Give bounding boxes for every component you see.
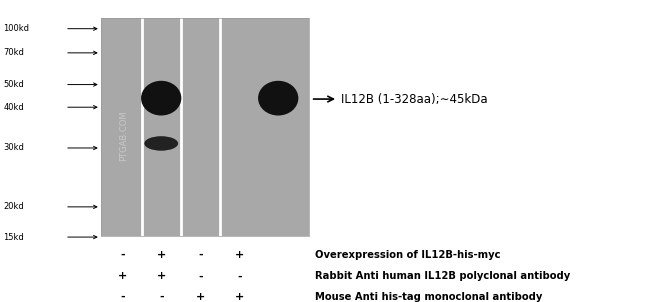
Text: -: - — [159, 291, 164, 302]
Text: -: - — [198, 271, 203, 281]
Text: Overexpression of IL12B-his-myc: Overexpression of IL12B-his-myc — [315, 250, 500, 260]
Text: 100kd: 100kd — [3, 24, 29, 33]
Text: 50kd: 50kd — [3, 80, 24, 89]
Text: -: - — [120, 250, 125, 260]
Text: -: - — [120, 291, 125, 302]
Ellipse shape — [141, 81, 181, 115]
Text: IL12B (1-328aa);∼45kDa: IL12B (1-328aa);∼45kDa — [341, 92, 488, 106]
Text: +: + — [118, 271, 127, 281]
Text: +: + — [235, 291, 244, 302]
Text: 40kd: 40kd — [3, 103, 24, 112]
Text: +: + — [157, 271, 166, 281]
Text: +: + — [157, 250, 166, 260]
Text: PTGAB.COM: PTGAB.COM — [119, 111, 128, 161]
Ellipse shape — [258, 81, 298, 115]
Text: 30kd: 30kd — [3, 143, 24, 153]
Text: 20kd: 20kd — [3, 202, 24, 211]
Text: 70kd: 70kd — [3, 48, 24, 57]
Text: +: + — [235, 250, 244, 260]
Text: +: + — [196, 291, 205, 302]
Text: -: - — [237, 271, 242, 281]
Text: Rabbit Anti human IL12B polyclonal antibody: Rabbit Anti human IL12B polyclonal antib… — [315, 271, 571, 281]
Text: Mouse Anti his-tag monoclonal antibody: Mouse Anti his-tag monoclonal antibody — [315, 291, 543, 302]
Bar — [101, 18, 309, 236]
Ellipse shape — [144, 136, 178, 151]
Bar — [101, 18, 309, 236]
Text: 15kd: 15kd — [3, 233, 24, 242]
Text: -: - — [198, 250, 203, 260]
